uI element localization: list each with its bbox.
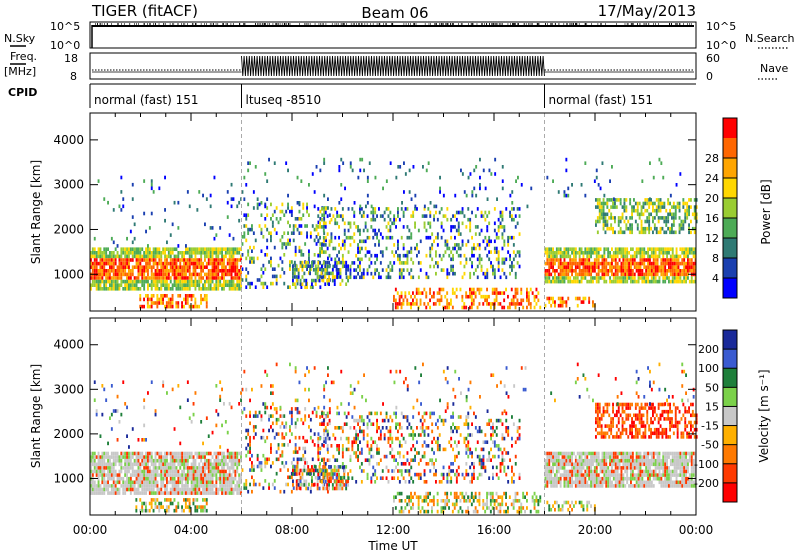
freq-unit: [MHz]	[4, 65, 36, 78]
power-colorbar: 4 8 12 16 20 24 28	[705, 117, 738, 299]
ytick-label: 3000	[53, 382, 84, 396]
cpid-label: CPID	[8, 86, 37, 99]
freq-label: Freq.	[10, 50, 37, 63]
colorbar-segment	[723, 368, 737, 388]
velocity-data	[90, 362, 698, 514]
xtick-label: 20:00	[578, 523, 613, 537]
colorbar-tick-label: 15	[705, 400, 719, 413]
colorbar-tick-label: 28	[705, 152, 719, 165]
radar-title: TIGER (fitACF)	[91, 2, 198, 20]
cpid-segment-label: normal (fast) 151	[549, 93, 653, 107]
nave-label: Nave	[760, 62, 788, 75]
colorbar-tick-label: -200	[694, 477, 719, 490]
freq-trace	[92, 55, 694, 77]
colorbar-tick-label: -100	[694, 458, 719, 471]
colorbar-segment	[723, 330, 737, 350]
colorbar-segment	[723, 118, 737, 138]
ytick-label: 3000	[53, 178, 84, 192]
freq-panel: Freq. [MHz] 18 8 60 0 Nave	[4, 50, 788, 83]
colorbar-tick-label: 24	[705, 172, 719, 185]
colorbar-segment	[723, 444, 737, 464]
colorbar-tick-label: 50	[705, 381, 719, 394]
velocity-axes: 1000 2000 3000 4000	[53, 317, 697, 516]
cpid-segment-label: normal (fast) 151	[94, 93, 198, 107]
freq-tick-bottom: 8	[70, 70, 77, 83]
xaxis-label: Time UT	[367, 539, 418, 553]
colorbar-segment	[723, 138, 737, 158]
xtick-label: 12:00	[376, 523, 411, 537]
colorbar-segment	[723, 387, 737, 407]
power-colorbar-label: Power [dB]	[759, 179, 773, 244]
colorbar-segment	[723, 482, 737, 502]
power-ylabel: Slant Range [km]	[29, 160, 43, 264]
power-axes: 1000 2000 3000 4000	[53, 112, 697, 312]
colorbar-segment	[723, 158, 737, 178]
colorbar-tick-label: 8	[712, 252, 719, 265]
colorbar-tick-label: 12	[705, 232, 719, 245]
time-axis: 00:00 04:00 08:00 12:00 16:00 20:00 00:00	[73, 523, 714, 537]
colorbar-segment	[723, 238, 737, 258]
colorbar-segment	[723, 198, 737, 218]
colorbar-segment	[723, 218, 737, 238]
beam-title: Beam 06	[361, 4, 428, 22]
xtick-label: 00:00	[73, 523, 108, 537]
cpid-segments: normal (fast) 151 ltuseq -8510 normal (fas…	[89, 84, 653, 108]
nsky-label: N.Sky	[4, 32, 36, 45]
ytick-label: 2000	[53, 222, 84, 236]
nsearch-label: N.Search	[745, 32, 795, 45]
velocity-colorbar: 200 100 50 15 -15 -50 -100 -200	[694, 329, 738, 503]
colorbar-tick-label: -15	[701, 420, 719, 433]
ytick-label: 1000	[53, 267, 84, 281]
velocity-ylabel: Slant Range [km]	[29, 364, 43, 468]
colorbar-segment	[723, 278, 737, 298]
nsky-tick-top: 10^5	[50, 20, 80, 33]
ytick-label: 4000	[53, 133, 84, 147]
colorbar-segment	[723, 178, 737, 198]
colorbar-tick-label: 16	[705, 212, 719, 225]
nsearch-tick-bottom: 10^0	[706, 39, 736, 52]
nsky-panel: N.Sky 10^5 10^0 10^5 10^0 N.Search	[4, 20, 795, 52]
colorbar-segment	[723, 425, 737, 445]
ytick-label: 4000	[53, 338, 84, 352]
cpid-panel: CPID normal (fast) 151 ltuseq -8510 normal…	[8, 83, 696, 108]
date-title: 17/May/2013	[598, 2, 696, 20]
xtick-label: 04:00	[174, 523, 209, 537]
cpid-segment-label: ltuseq -8510	[246, 93, 322, 107]
power-data	[90, 157, 698, 310]
colorbar-tick-label: -50	[701, 439, 719, 452]
velocity-colorbar-label: Velocity [m s⁻¹]	[757, 369, 771, 462]
colorbar-segment	[723, 258, 737, 278]
nsearch-tick-top: 10^5	[706, 20, 736, 33]
ytick-label: 1000	[53, 471, 84, 485]
power-panel: 1000 2000 3000 4000 Slant Range [km] 4 8 12 16…	[29, 112, 773, 312]
ytick-label: 2000	[53, 427, 84, 441]
colorbar-segment	[723, 349, 737, 369]
nave-tick-bottom: 0	[706, 70, 713, 83]
xtick-label: 08:00	[275, 523, 310, 537]
colorbar-segment	[723, 406, 737, 426]
xtick-label: 00:00	[679, 523, 714, 537]
colorbar-tick-label: 100	[698, 362, 719, 375]
nsky-tick-bottom: 10^0	[50, 39, 80, 52]
colorbar-tick-label: 20	[705, 192, 719, 205]
colorbar-tick-label: 200	[698, 343, 719, 356]
nsky-trace	[91, 23, 694, 48]
nave-tick-top: 60	[706, 52, 720, 65]
freq-tick-top: 18	[64, 52, 78, 65]
xtick-label: 16:00	[477, 523, 512, 537]
colorbar-tick-label: 4	[712, 272, 719, 285]
colorbar-segment	[723, 463, 737, 483]
